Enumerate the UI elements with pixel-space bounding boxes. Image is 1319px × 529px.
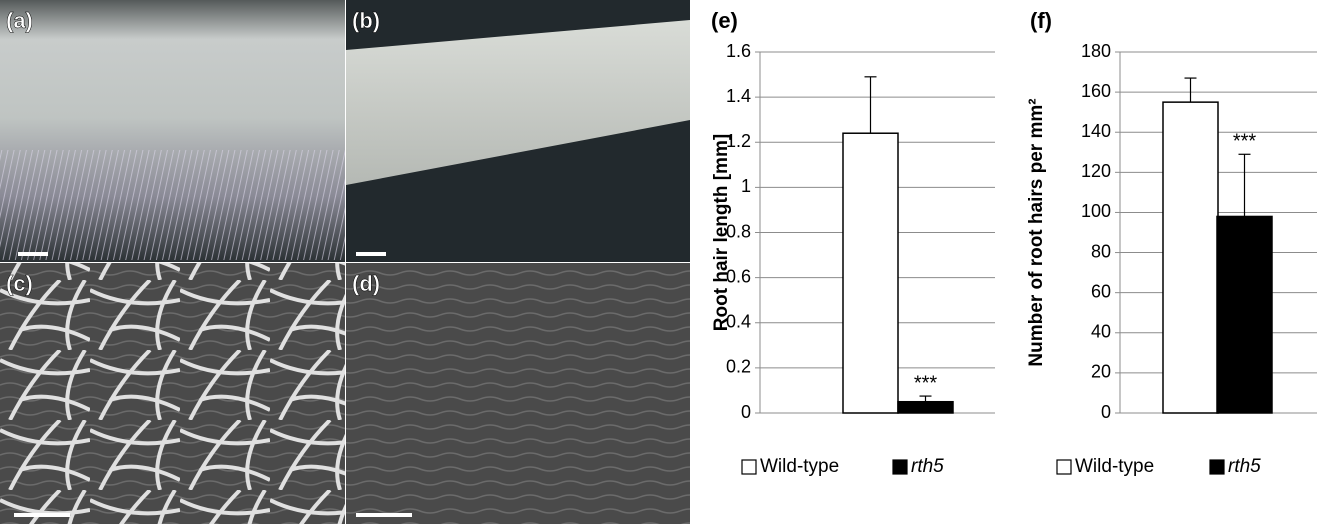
y-tick-label: 0.2 [726, 357, 751, 377]
y-tick-label: 20 [1091, 362, 1111, 382]
bar [843, 133, 898, 413]
photo-c [0, 263, 345, 524]
legend-swatch [893, 460, 907, 474]
y-tick-label: 0.4 [726, 312, 751, 332]
photo-d [346, 263, 690, 524]
y-axis-label: Number of root hairs per mm² [1026, 98, 1047, 366]
legend-label: rth5 [1228, 456, 1261, 477]
significance: *** [1233, 131, 1257, 153]
y-tick-label: 140 [1081, 121, 1111, 141]
error-bar [865, 77, 877, 133]
panel-label: (b) [352, 8, 380, 33]
error-bar [920, 396, 932, 402]
y-tick-label: 60 [1091, 281, 1111, 301]
panel-label: (c) [6, 271, 33, 296]
legend-label: Wild-type [1075, 456, 1154, 477]
y-tick-label: 0.6 [726, 266, 751, 286]
y-tick-label: 1.4 [726, 86, 751, 106]
y-tick-label: 40 [1091, 322, 1111, 342]
y-tick-label: 80 [1091, 241, 1111, 261]
error-bar [1239, 154, 1251, 216]
panel-label: (d) [352, 271, 380, 296]
panel-label: (a) [6, 8, 33, 33]
y-tick-label: 0.8 [726, 221, 751, 241]
chart-title: (f) [1030, 8, 1052, 33]
legend-swatch [1057, 460, 1071, 474]
y-tick-label: 1.6 [726, 41, 751, 61]
y-tick-label: 120 [1081, 161, 1111, 181]
y-tick-label: 1 [741, 176, 751, 196]
error-bar [1185, 78, 1197, 102]
y-tick-label: 100 [1081, 201, 1111, 221]
bar [898, 402, 953, 413]
y-tick-label: 1.2 [726, 131, 751, 151]
y-tick-label: 0 [1101, 402, 1111, 422]
figure: (a)(b)(c)(d)(e)Root hair length [mm]00.2… [0, 0, 1319, 524]
bar [1163, 102, 1218, 413]
chart-title: (e) [711, 8, 738, 33]
photo-b [346, 0, 690, 262]
y-tick-label: 0 [741, 402, 751, 422]
photo-a [0, 0, 345, 262]
y-tick-label: 160 [1081, 81, 1111, 101]
significance: *** [914, 372, 938, 394]
legend-swatch [742, 460, 756, 474]
y-tick-label: 180 [1081, 41, 1111, 61]
legend-label: Wild-type [760, 456, 839, 477]
bar [1217, 216, 1272, 413]
legend-swatch [1210, 460, 1224, 474]
legend-label: rth5 [911, 456, 944, 477]
